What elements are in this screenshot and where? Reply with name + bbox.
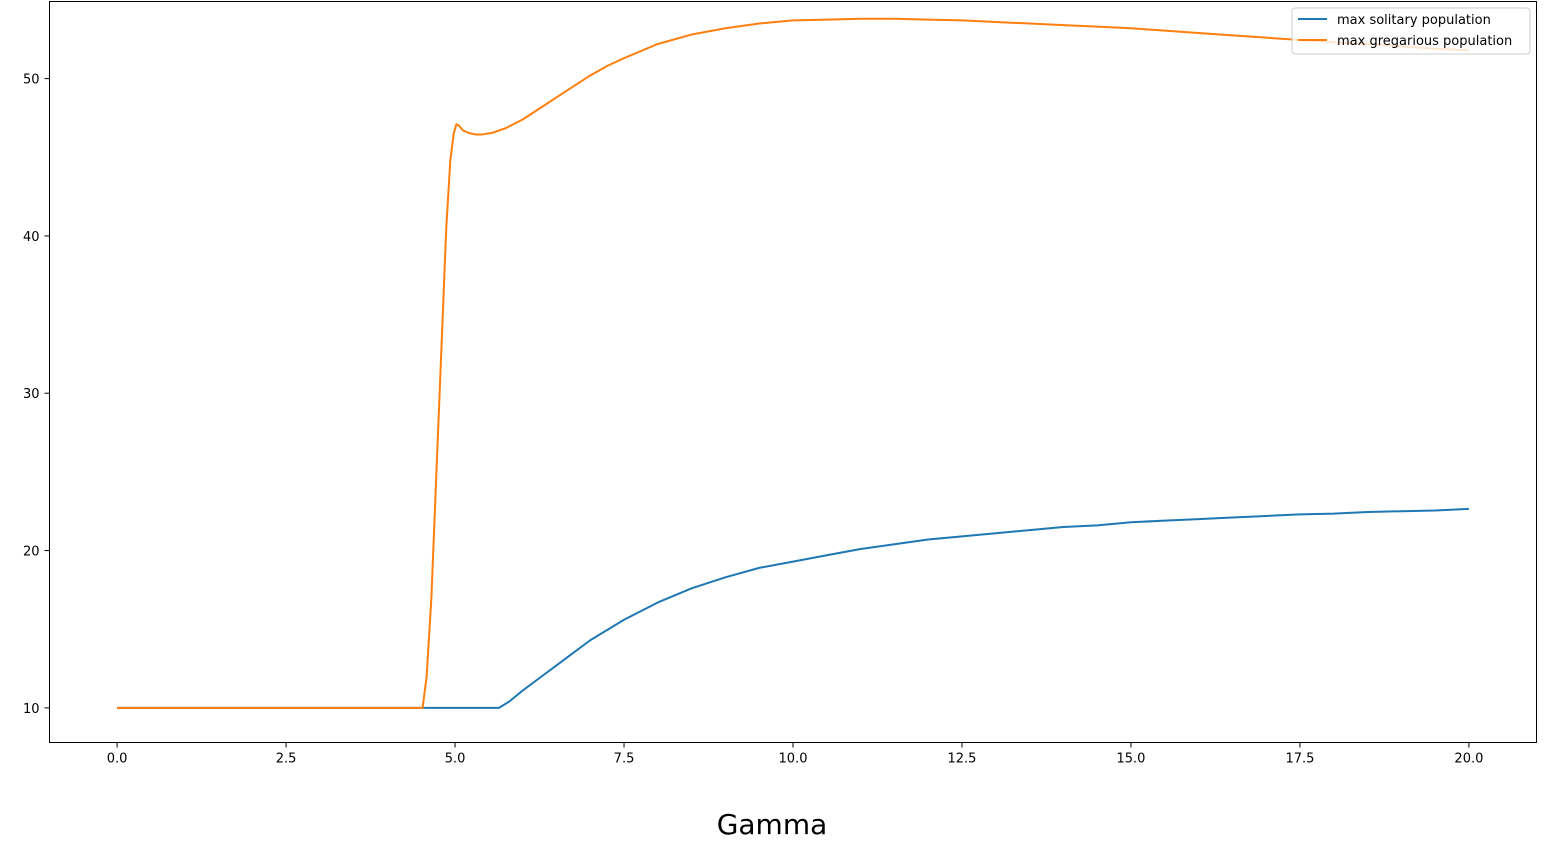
y-tick-label: 10 [23,702,40,717]
y-tick-label: 50 [23,73,40,88]
series-line-solitary [117,507,1469,709]
series-layer [117,17,1469,709]
y-tick-label: 30 [23,387,40,402]
x-tick-label: 7.5 [614,752,635,767]
x-axis-label: Gamma [717,808,828,841]
plot-area [49,1,1537,743]
x-axis-ticks: 0.0 2.5 5.0 7.5 10.0 12.5 15.0 17.5 20.0 [107,742,1483,767]
x-tick-label: 15.0 [1116,752,1145,767]
legend-box [1291,7,1531,55]
x-tick-label: 0.0 [107,752,128,767]
x-tick-label: 17.5 [1285,752,1314,767]
y-tick-label: 20 [23,545,40,560]
x-tick-label: 2.5 [276,752,297,767]
y-tick-label: 40 [23,230,40,245]
legend-label-gregarious: max gregarious population [1337,34,1512,49]
legend-label-solitary: max solitary population [1337,13,1491,28]
x-tick-label: 5.0 [445,752,466,767]
x-tick-label: 20.0 [1454,752,1483,767]
legend: max solitary population max gregarious p… [1291,7,1531,55]
x-tick-label: 12.5 [948,752,977,767]
x-tick-label: 10.0 [779,752,808,767]
y-axis-ticks: 10 20 30 40 50 [23,73,50,717]
series-line-gregarious [117,17,1469,709]
